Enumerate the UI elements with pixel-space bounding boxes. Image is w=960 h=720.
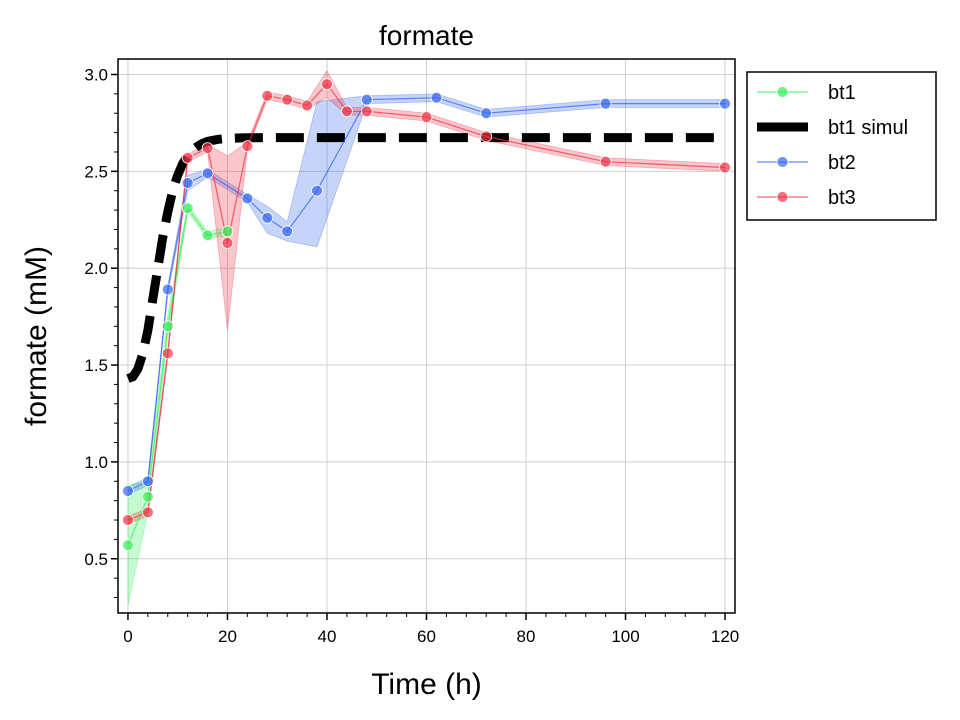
point-bt3 <box>719 161 731 174</box>
y-tick-label: 1.0 <box>84 453 108 472</box>
x-tick-label: 40 <box>318 627 337 646</box>
legend-label-bt2: bt2 <box>828 152 856 174</box>
point-bt3 <box>321 78 333 91</box>
y-tick-label: 1.5 <box>84 356 108 375</box>
point-bt2 <box>719 97 731 110</box>
chart-title: formate <box>379 20 474 51</box>
point-bt2 <box>599 97 612 110</box>
y-tick-label: 3.0 <box>84 65 108 84</box>
point-bt2 <box>281 225 294 238</box>
legend: bt1 bt1 simul bt2 bt3 <box>746 71 937 221</box>
point-bt3 <box>301 99 314 112</box>
point-bt3 <box>420 111 433 123</box>
y-tick-label: 0.5 <box>84 550 108 569</box>
point-bt1 <box>161 320 174 333</box>
x-tick-label: 120 <box>711 627 739 646</box>
legend-marker-bt2 <box>776 156 789 168</box>
x-tick-label: 60 <box>417 627 436 646</box>
point-bt2 <box>480 107 493 120</box>
point-bt1 <box>181 202 194 215</box>
x-tick-label: 80 <box>517 627 536 646</box>
point-bt3 <box>480 130 493 143</box>
x-tick-label: 20 <box>218 627 237 646</box>
x-tick-label: 0 <box>123 627 132 646</box>
axis-ticks: 0 20 40 60 80 100 120 0.5 1.0 1.5 2.0 2.5 3.0 <box>84 65 739 646</box>
legend-marker-bt3 <box>776 191 789 203</box>
point-bt3 <box>201 142 214 155</box>
legend-label-bt3: bt3 <box>828 187 856 209</box>
x-tick-label: 100 <box>611 627 639 646</box>
y-tick-label: 2.0 <box>84 259 108 278</box>
point-bt3 <box>122 514 134 526</box>
legend-marker-bt1 <box>776 86 789 98</box>
y-tick-label: 2.5 <box>84 162 108 181</box>
point-bt2 <box>241 192 254 205</box>
point-bt3 <box>141 506 154 519</box>
point-bt2 <box>430 91 443 104</box>
series-markers <box>122 78 731 552</box>
line-bt2 <box>127 97 725 492</box>
point-bt1 <box>141 490 154 503</box>
point-bt3 <box>261 89 274 102</box>
point-bt2 <box>261 211 274 224</box>
point-bt3 <box>340 105 353 118</box>
point-bt3 <box>241 140 254 153</box>
x-axis-label: Time (h) <box>371 668 482 701</box>
point-bt2 <box>360 93 373 106</box>
point-bt3 <box>281 93 294 106</box>
point-bt1 <box>201 229 214 242</box>
point-bt1 <box>221 225 234 238</box>
point-bt3 <box>161 347 174 360</box>
legend-label-bt1: bt1 <box>828 82 856 104</box>
grid <box>118 59 735 613</box>
point-bt2 <box>201 167 214 180</box>
point-bt2 <box>141 475 154 488</box>
legend-label-bt1-simul: bt1 simul <box>828 117 908 139</box>
point-bt3 <box>221 237 234 249</box>
point-bt3 <box>599 155 612 168</box>
point-bt3 <box>181 151 194 164</box>
y-axis-label: formate (mM) <box>20 246 53 426</box>
point-bt2 <box>161 283 174 296</box>
point-bt2 <box>311 184 323 197</box>
point-bt3 <box>360 105 373 118</box>
point-bt2 <box>181 177 194 189</box>
point-bt1 <box>122 539 134 552</box>
point-bt2 <box>122 485 134 497</box>
